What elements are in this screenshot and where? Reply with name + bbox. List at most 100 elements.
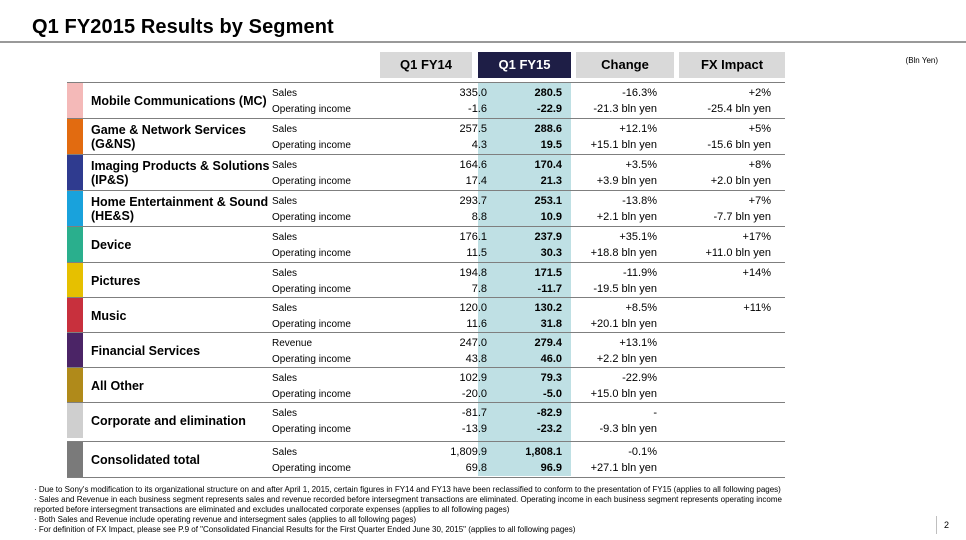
row-label: Sales <box>272 88 298 99</box>
table-row: Operating income 11.5 30.3 +18.8 bln yen +11… <box>67 245 785 262</box>
segment-color-swatch <box>67 191 83 227</box>
unit-label: (Bln Yen) <box>905 56 938 65</box>
value-change: +8.5% <box>625 302 658 314</box>
segment-name: Pictures <box>91 273 141 288</box>
segment-name: Financial Services <box>91 343 201 358</box>
row-label: Sales <box>272 124 298 135</box>
table-row: Operating income 11.6 31.8 +20.1 bln yen <box>67 316 785 333</box>
table-row: Operating income -13.9 -23.2 -9.3 bln yen <box>67 421 785 438</box>
segment-name: Game & Network Services (G&NS) <box>91 123 246 151</box>
row-label: Operating income <box>272 248 351 259</box>
value-q1-fy14: 247.0 <box>459 337 487 349</box>
table-row: Operating income 8.8 10.9 +2.1 bln yen -7.7 … <box>67 209 785 226</box>
value-change: +20.1 bln yen <box>590 318 657 330</box>
table-row: Sales 194.8 171.5 -11.9% +14% <box>67 265 785 282</box>
footnote: · Sales and Revenue in each business seg… <box>34 495 782 504</box>
row-label: Operating income <box>272 176 351 187</box>
page-title: Q1 FY2015 Results by Segment <box>32 16 334 38</box>
value-q1-fy15: 1,808.1 <box>525 446 562 458</box>
table-row: Sales 102.9 79.3 -22.9% <box>67 370 785 387</box>
value-change: +2.2 bln yen <box>596 353 657 365</box>
value-q1-fy15: 30.3 <box>540 247 562 259</box>
value-fx-impact: +5% <box>748 123 771 135</box>
segment-color-swatch <box>67 83 83 119</box>
table-row: Operating income 17.4 21.3 +3.9 bln yen +2.0… <box>67 173 785 190</box>
segment-section: Home Entertainment & Sound (HE&S) Sales 29… <box>67 190 785 227</box>
row-label: Sales <box>272 447 298 458</box>
value-q1-fy14: 176.1 <box>459 231 487 243</box>
footnotes: · Due to Sony's modification to its orga… <box>34 485 914 535</box>
column-header-fx-impact: FX Impact <box>679 52 785 78</box>
row-label: Operating income <box>272 389 351 400</box>
value-change: -11.9% <box>622 267 657 279</box>
column-header-change: Change <box>576 52 674 78</box>
value-q1-fy14: 69.8 <box>465 462 487 474</box>
value-q1-fy14: 43.8 <box>465 353 487 365</box>
segment-section: Financial Services Revenue 247.0 279.4 +13.1… <box>67 332 785 368</box>
value-fx-impact: +17% <box>742 231 771 243</box>
value-q1-fy14: -81.7 <box>461 407 487 419</box>
value-q1-fy14: 11.5 <box>466 247 487 259</box>
title-divider <box>0 41 966 43</box>
segment-name: Device <box>91 238 132 252</box>
value-q1-fy15: 21.3 <box>540 175 562 187</box>
value-change: -19.5 bln yen <box>593 283 657 295</box>
segment-name: Mobile Communications (MC) <box>91 94 267 108</box>
value-q1-fy15: 31.8 <box>540 318 562 330</box>
value-q1-fy14: 257.5 <box>459 123 487 135</box>
table-row: Operating income -1.6 -22.9 -21.3 bln yen -2… <box>67 101 785 118</box>
value-q1-fy15: 288.6 <box>534 123 562 135</box>
footnote: · Both Sales and Revenue include operati… <box>34 515 417 524</box>
value-fx-impact: +8% <box>748 159 771 171</box>
row-label: Sales <box>272 373 298 384</box>
row-label: Operating income <box>272 354 351 365</box>
value-change: +2.1 bln yen <box>596 211 657 223</box>
table-row: Sales 293.7 253.1 -13.8% +7% <box>67 193 785 210</box>
value-change: -16.3% <box>622 87 657 99</box>
value-change: -9.3 bln yen <box>599 423 657 435</box>
segment-color-swatch <box>67 227 83 263</box>
value-q1-fy15: 46.0 <box>540 353 562 365</box>
segment-color-swatch <box>67 155 83 191</box>
value-q1-fy14: 4.3 <box>471 139 487 151</box>
value-change: +13.1% <box>619 337 657 349</box>
segment-section: Device Sales 176.1 237.9 +35.1% +17% Operating… <box>67 226 785 263</box>
row-label: Operating income <box>272 463 351 474</box>
segment-color-swatch <box>67 263 83 298</box>
row-label: Revenue <box>272 338 313 349</box>
value-q1-fy15: 171.5 <box>534 267 562 279</box>
value-change: -0.1% <box>628 446 657 458</box>
footnote: reported before intersegment transaction… <box>34 505 510 514</box>
segment-color-swatch <box>67 119 83 155</box>
segment-section: Consolidated total Sales 1,809.9 1,808.1 -0.… <box>67 441 785 478</box>
value-q1-fy15: 253.1 <box>534 195 562 207</box>
value-q1-fy14: 7.8 <box>471 283 487 295</box>
table-row: Operating income 43.8 46.0 +2.2 bln yen <box>67 351 785 368</box>
footnote: · Due to Sony's modification to its orga… <box>34 485 781 494</box>
page-number-divider <box>936 516 937 534</box>
value-q1-fy15: -82.9 <box>536 407 562 419</box>
value-q1-fy14: -13.9 <box>461 423 487 435</box>
value-q1-fy15: 10.9 <box>540 211 562 223</box>
value-q1-fy15: -5.0 <box>543 388 562 400</box>
row-label: Operating income <box>272 319 351 330</box>
value-fx-impact: +7% <box>748 195 771 207</box>
segment-section: Game & Network Services (G&NS) Sales 257.5… <box>67 118 785 155</box>
table-row: Sales 257.5 288.6 +12.1% +5% <box>67 121 785 138</box>
value-q1-fy14: 293.7 <box>459 195 487 207</box>
segment-name: Home Entertainment & Sound (HE&S) <box>91 195 269 223</box>
value-change: +3.5% <box>625 159 658 171</box>
value-fx-impact: +2% <box>748 87 771 99</box>
row-label: Operating income <box>272 284 351 295</box>
value-change: +3.9 bln yen <box>596 175 657 187</box>
value-change: +15.0 bln yen <box>590 388 657 400</box>
value-q1-fy15: 170.4 <box>534 159 562 171</box>
value-fx-impact: +14% <box>742 267 771 279</box>
value-change: - <box>653 407 657 419</box>
column-header-q1-fy15: Q1 FY15 <box>478 52 571 78</box>
value-q1-fy15: 279.4 <box>534 337 562 349</box>
table-row: Operating income 7.8 -11.7 -19.5 bln yen <box>67 281 785 298</box>
segment-name: Imaging Products & Solutions (IP&S) <box>91 159 270 187</box>
value-fx-impact: +2.0 bln yen <box>710 175 771 187</box>
table-row: Operating income 69.8 96.9 +27.1 bln yen <box>67 460 785 477</box>
